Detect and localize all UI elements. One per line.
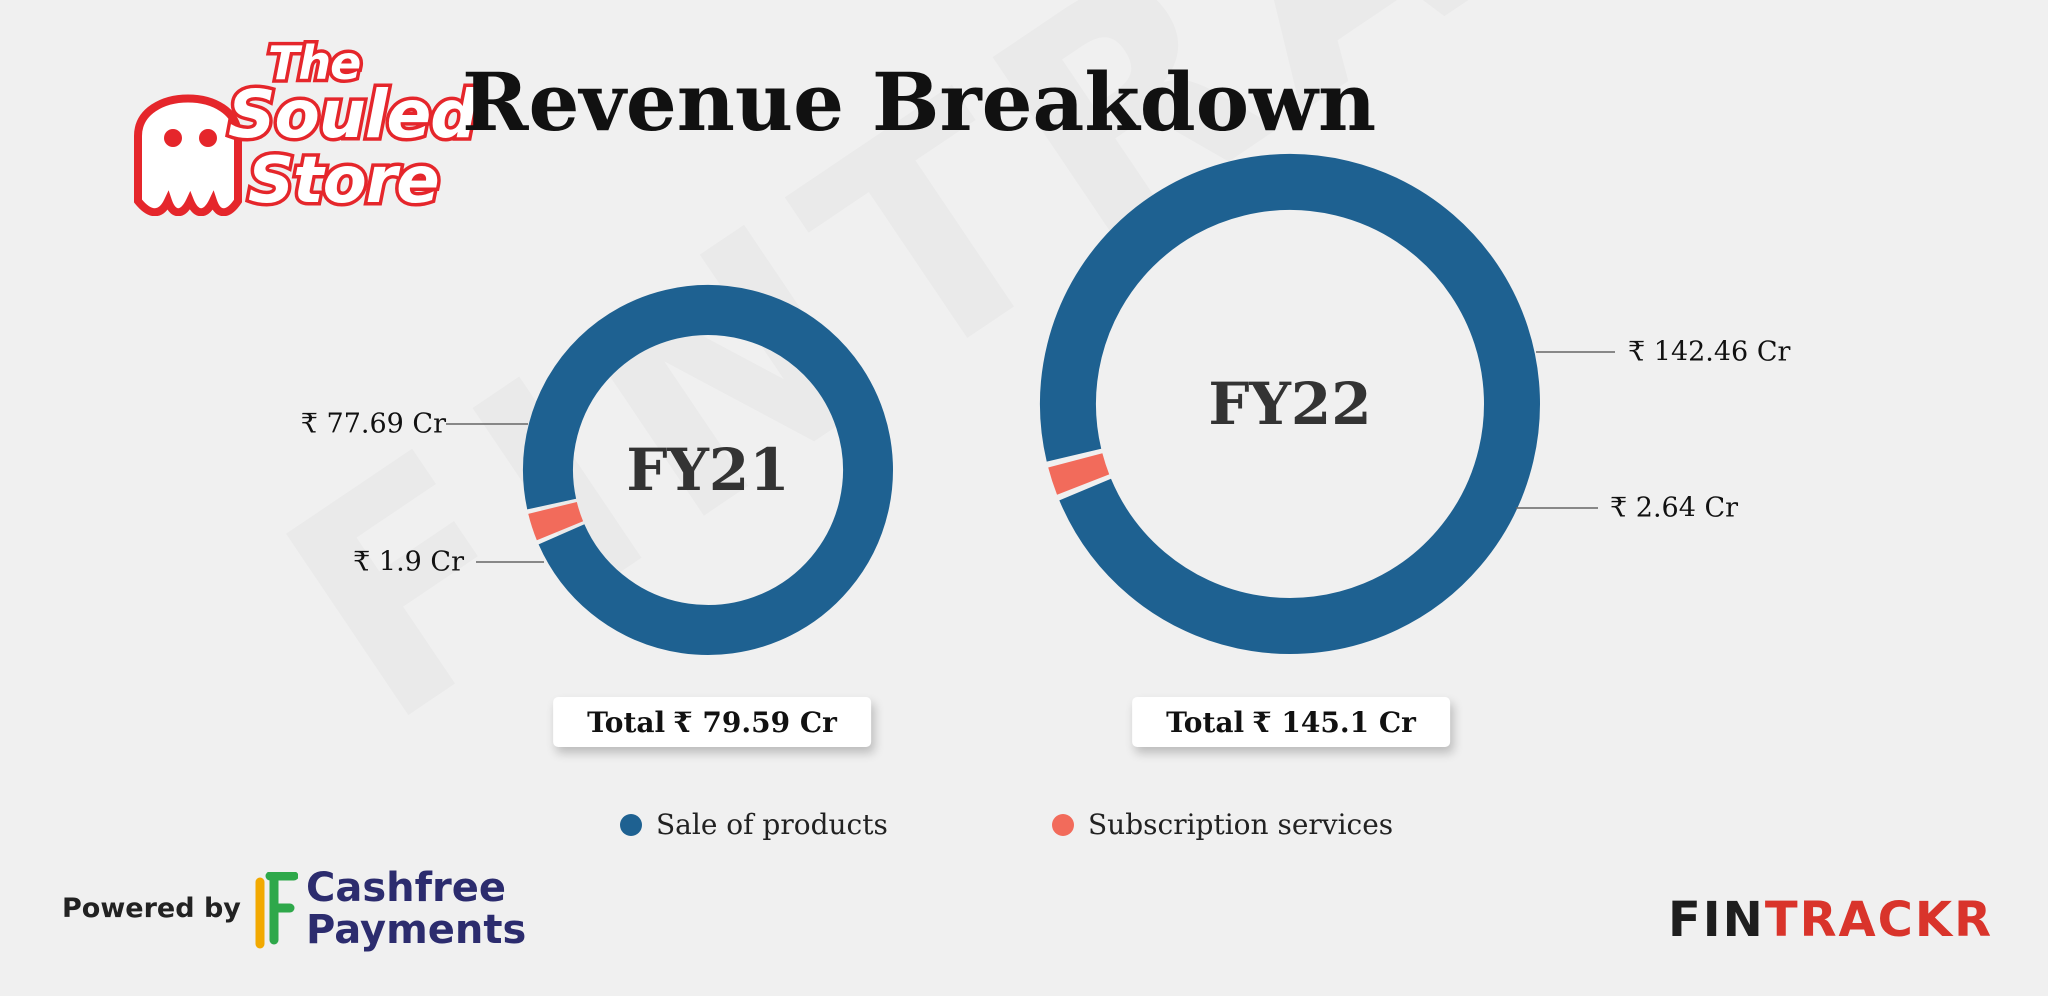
logo-word-the: The xyxy=(264,33,364,94)
ghost-icon xyxy=(134,94,242,216)
fy22-slice-products xyxy=(1040,154,1540,655)
fy22-total-box: Total ₹ 145.1 Cr xyxy=(1132,697,1450,747)
logo-word-souled: Souled xyxy=(225,73,481,157)
fy22-total-value: ₹ 145.1 Cr xyxy=(1252,705,1416,739)
fy21-products-value-label: ₹ 77.69 Cr xyxy=(300,408,446,440)
fy22-products-value-label: ₹ 142.46 Cr xyxy=(1628,336,1791,368)
legend-dot-subscription xyxy=(1052,813,1074,836)
legend-item-subscription: Subscription services xyxy=(1052,808,1393,841)
fy21-slice-subscription xyxy=(528,501,584,541)
fy21-subscription-value-label: ₹ 1.9 Cr xyxy=(353,546,464,578)
fy21-slice-products xyxy=(523,285,893,655)
legend-item-products: Sale of products xyxy=(620,808,888,841)
fintrackr-logo: FINTRACKR xyxy=(1668,896,1993,944)
cashfree-wordmark: Cashfree Payments xyxy=(306,867,526,951)
fy22-total-label: Total xyxy=(1166,705,1245,739)
legend-label-subscription: Subscription services xyxy=(1088,808,1394,841)
cashfree-line-2: Payments xyxy=(306,907,527,953)
fintrackr-part-2: TRACKR xyxy=(1764,892,1994,948)
fy22-slice-subscription xyxy=(1048,452,1110,495)
fy21-total-box: Total ₹ 79.59 Cr xyxy=(553,697,871,747)
fy21-total-value: ₹ 79.59 Cr xyxy=(673,705,837,739)
cashfree-logo-icon xyxy=(255,872,298,949)
fy22-center-label: FY22 xyxy=(1208,370,1372,438)
fy22-subscription-value-label: ₹ 2.64 Cr xyxy=(1610,492,1739,524)
powered-by-label: Powered by xyxy=(62,893,241,924)
souled-store-logo: The Souled Store xyxy=(128,33,481,246)
logo-word-store: Store xyxy=(245,141,444,222)
fy21-center-label: FY21 xyxy=(626,436,790,504)
fintrackr-part-1: FIN xyxy=(1668,892,1765,948)
cashfree-line-1: Cashfree xyxy=(306,865,507,911)
page-title: Revenue Breakdown xyxy=(462,55,1377,149)
legend-dot-products xyxy=(620,813,642,836)
legend-label-products: Sale of products xyxy=(656,808,888,841)
fy21-total-label: Total xyxy=(587,705,666,739)
